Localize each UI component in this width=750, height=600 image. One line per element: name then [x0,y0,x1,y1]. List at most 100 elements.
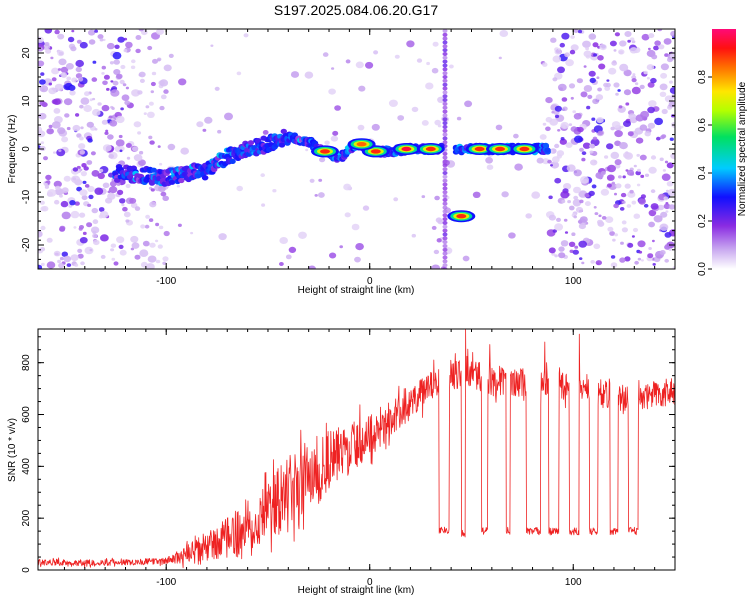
heatmap-noise-cell [61,211,71,220]
heatmap-noise-cell [660,135,665,140]
heatmap-noise-cell [147,111,155,119]
heatmap-noise-cell [592,136,598,141]
heatmap-noise-cell [81,163,87,168]
heatmap-noise-cell [121,94,130,101]
heatmap-noise-cell [110,89,120,97]
heatmap-noise-cell [103,74,110,80]
heatmap-noise-cell [609,40,617,47]
heatmap-noise-cell [69,90,76,96]
heatmap-noise-cell [640,259,644,262]
heatmap-noise-cell [236,185,243,192]
heatmap-noise-cell [513,133,519,139]
heatmap-noise-cell [596,76,600,79]
heatmap-noise-cell [613,82,620,88]
heatmap-streak-cell [442,178,448,183]
heatmap-noise-cell [426,61,430,66]
heatmap-noise-cell [583,85,593,92]
heatmap-noise-cell [590,260,595,264]
heatmap-noise-cell [57,33,65,40]
heatmap-noise-cell [100,234,109,242]
heatmap-noise-cell [149,140,155,145]
heatmap-noise-cell [632,73,636,76]
heatmap-noise-cell [354,256,361,263]
heatmap-noise-cell [58,51,64,56]
heatmap-noise-cell [159,105,165,111]
heatmap-noise-cell [110,248,115,252]
heatmap-noise-cell [554,105,563,112]
heatmap-noise-cell [70,254,79,261]
heatmap-streak-cell [442,105,448,110]
heatmap-noise-cell [660,63,670,71]
heatmap-noise-cell [659,157,664,162]
heatmap-noise-cell [81,195,88,201]
heatmap-noise-cell [636,183,641,187]
heatmap-noise-cell [627,242,634,248]
heatmap-noise-cell [101,119,108,125]
heatmap-noise-cell [116,182,121,186]
heatmap-y-tick-label: -10 [21,189,32,204]
heatmap-noise-cell [433,249,440,255]
heatmap-noise-cell [607,226,614,232]
heatmap-noise-cell [123,49,128,53]
heatmap-streak-cell [442,113,448,118]
heatmap-streak-cell [442,101,448,106]
heatmap-noise-cell [641,33,650,41]
heatmap-noise-cell [562,106,568,112]
heatmap-noise-cell [214,86,220,91]
heatmap-noise-cell [669,80,673,84]
heatmap-noise-cell [279,237,289,244]
heatmap-streak-cell [442,75,448,79]
heatmap-noise-cell [53,180,62,188]
heatmap-noise-cell [663,38,672,45]
heatmap-noise-cell [563,218,568,222]
heatmap-streak-cell [442,247,448,252]
heatmap-noise-cell [93,239,100,246]
heatmap-noise-cell [394,54,400,59]
heatmap-noise-cell [665,210,669,213]
heatmap-noise-cell [573,215,577,219]
heatmap-y-tick-label: 20 [21,47,32,59]
heatmap-noise-cell [581,261,585,265]
snr-x-tick-label: 0 [367,577,373,588]
heatmap-noise-cell [339,245,344,249]
heatmap-noise-cell [639,84,645,90]
heatmap-noise-cell [588,190,595,197]
heatmap-noise-cell [613,203,619,209]
heatmap-noise-cell [148,101,154,106]
heatmap-streak-cell [442,32,448,37]
heatmap-streak-cell [442,117,448,122]
heatmap-noise-cell [635,137,644,144]
heatmap-noise-cell [495,124,503,131]
heatmap-streak-cell [442,132,448,137]
heatmap-noise-cell [456,116,462,121]
heatmap-noise-cell [570,35,575,39]
heatmap-noise-cell [75,66,83,73]
heatmap-noise-cell [105,197,113,204]
heatmap-noise-cell [86,160,93,165]
heatmap-noise-cell [57,127,66,135]
heatmap-noise-cell [41,262,45,266]
heatmap-noise-cell [70,46,77,52]
heatmap-noise-cell [610,126,615,131]
heatmap-ridge-cell [150,167,157,173]
heatmap-noise-cell [44,42,50,47]
heatmap-noise-cell [79,104,84,109]
heatmap-noise-cell [48,124,53,129]
heatmap-noise-cell [74,263,79,267]
heatmap-noise-cell [661,108,668,115]
heatmap-ridge-cell [542,142,549,148]
heatmap-noise-cell [437,96,445,104]
heatmap-noise-cell [63,175,71,182]
heatmap-noise-cell [130,235,139,243]
heatmap-noise-cell [117,36,125,43]
heatmap-cells [38,29,675,269]
heatmap-noise-cell [657,204,665,211]
heatmap-noise-cell [98,214,104,219]
heatmap-streak-cell [442,44,448,49]
heatmap-streak-cell [442,186,448,191]
heatmap-noise-cell [434,119,442,126]
heatmap-noise-cell [589,77,596,84]
heatmap-noise-cell [63,255,72,263]
heatmap-noise-cell [150,188,155,192]
heatmap-noise-cell [579,257,583,260]
